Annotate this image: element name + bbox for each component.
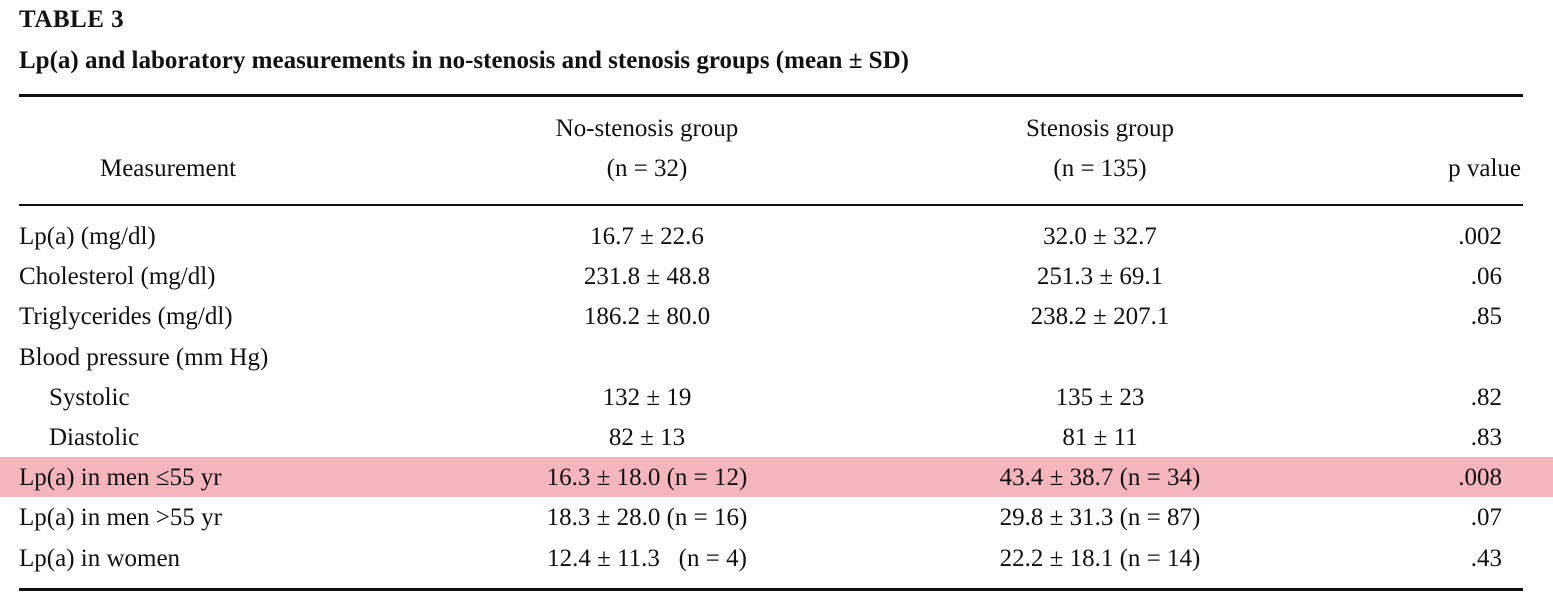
- table-title: Lp(a) and laboratory measurements in no-…: [19, 47, 909, 74]
- header-no-stenosis-group: No-stenosis group: [555, 115, 739, 142]
- cell-no-stenosis: 18.3 ± 28.0 (n = 16): [546, 504, 748, 532]
- cell-p-value: .07: [1470, 504, 1502, 532]
- cell-measurement: Lp(a) in men ≤55 yr: [19, 464, 222, 492]
- cell-p-value: .83: [1470, 424, 1502, 451]
- table-row: Cholesterol (mg/dl) 231.8 ± 48.8 251.3 ± 6…: [0, 256, 1553, 296]
- header-stenosis-group: Stenosis group: [1026, 115, 1174, 142]
- cell-measurement: Blood pressure (mm Hg): [19, 343, 269, 371]
- table-row: Diastolic 82 ± 13 81 ± 11 .83: [0, 417, 1553, 457]
- cell-stenosis: 135 ± 23: [1055, 383, 1145, 411]
- cell-no-stenosis: 82 ± 13: [608, 424, 686, 451]
- table-row: Triglycerides (mg/dl) 186.2 ± 80.0 238.2 ±…: [0, 296, 1553, 336]
- header-stenosis-n: (n = 135): [1053, 155, 1147, 182]
- cell-measurement: Lp(a) in men >55 yr: [19, 504, 222, 532]
- top-rule: [19, 94, 1523, 97]
- cell-p-value: .06: [1470, 263, 1502, 291]
- cell-no-stenosis: 12.4 ± 11.3 (n = 4): [547, 544, 747, 572]
- cell-measurement: Cholesterol (mg/dl): [19, 263, 216, 291]
- cell-p-value: .43: [1470, 544, 1502, 572]
- cell-no-stenosis: 132 ± 19: [602, 383, 692, 411]
- cell-p-value: .008: [1458, 464, 1502, 492]
- cell-measurement: Triglycerides (mg/dl): [19, 303, 233, 331]
- cell-no-stenosis: 16.3 ± 18.0 (n = 12): [546, 464, 748, 492]
- cell-p-value: .82: [1470, 383, 1502, 411]
- cell-stenosis: 43.4 ± 38.7 (n = 34): [999, 464, 1201, 492]
- cell-no-stenosis: 231.8 ± 48.8: [583, 263, 711, 291]
- cell-stenosis: 251.3 ± 69.1: [1036, 263, 1164, 291]
- header-no-stenosis-n: (n = 32): [606, 155, 688, 182]
- table-label: TABLE 3: [19, 6, 125, 33]
- header-measurement: Measurement: [99, 155, 237, 182]
- cell-stenosis: 29.8 ± 31.3 (n = 87): [999, 504, 1201, 532]
- cell-p-value: .85: [1470, 303, 1502, 331]
- table-row: Blood pressure (mm Hg): [0, 337, 1553, 377]
- cell-measurement: Lp(a) (mg/dl): [19, 223, 156, 250]
- cell-stenosis: 32.0 ± 32.7: [1043, 223, 1157, 250]
- cell-measurement: Diastolic: [49, 424, 140, 451]
- table-row: Lp(a) in women 12.4 ± 11.3 (n = 4) 22.2 ± …: [0, 538, 1553, 578]
- header-p-value: p value: [1448, 155, 1521, 182]
- table-row: Lp(a) in men >55 yr 18.3 ± 28.0 (n = 16) 2…: [0, 497, 1553, 537]
- bottom-rule: [19, 588, 1523, 591]
- cell-stenosis: 238.2 ± 207.1: [1030, 303, 1170, 331]
- table-row: Lp(a) (mg/dl) 16.7 ± 22.6 32.0 ± 32.7 .002: [0, 216, 1553, 256]
- cell-measurement: Lp(a) in women: [19, 544, 181, 572]
- cell-no-stenosis: 186.2 ± 80.0: [583, 303, 711, 331]
- cell-stenosis: 22.2 ± 18.1 (n = 14): [999, 544, 1201, 572]
- table-row: Systolic 132 ± 19 135 ± 23 .82: [0, 377, 1553, 417]
- header-rule: [19, 204, 1523, 206]
- cell-no-stenosis: 16.7 ± 22.6: [590, 223, 704, 250]
- table-row: Lp(a) in men ≤55 yr 16.3 ± 18.0 (n = 12) 4…: [0, 457, 1553, 498]
- cell-measurement: Systolic: [49, 383, 130, 411]
- cell-stenosis: 81 ± 11: [1062, 424, 1138, 451]
- cell-p-value: .002: [1458, 223, 1502, 250]
